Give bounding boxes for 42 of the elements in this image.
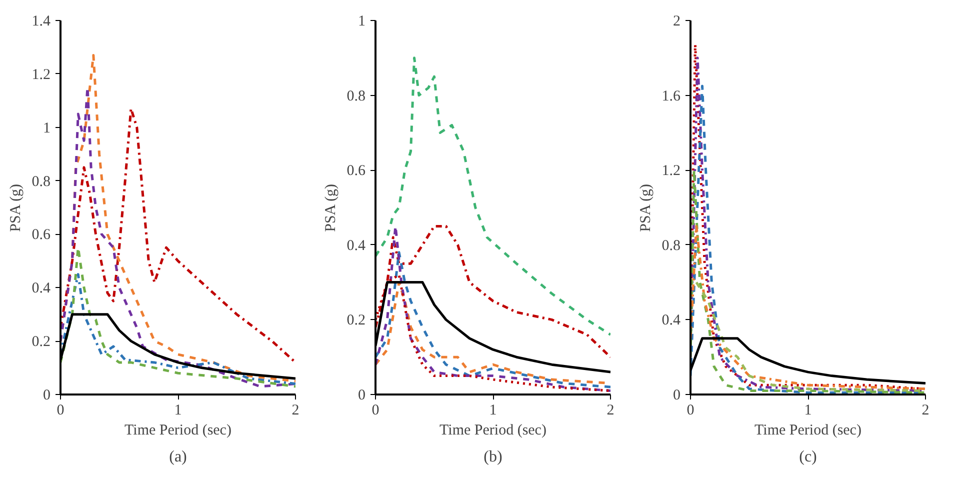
line-series <box>376 251 610 388</box>
y-tick-label: 0.6 <box>346 163 366 180</box>
y-axis-title: PSA (g) <box>638 184 654 232</box>
y-tick-label: 1.4 <box>32 14 51 30</box>
y-tick-label: 0.8 <box>32 174 50 190</box>
y-tick-label: 2 <box>673 14 680 30</box>
y-tick-label: 0.2 <box>32 334 50 350</box>
y-tick-label: 1.2 <box>32 66 50 83</box>
y-tick-label: 0.4 <box>32 280 51 297</box>
y-tick-label: 0.8 <box>662 238 680 254</box>
y-tick-label: 1 <box>358 14 366 30</box>
x-tick-label: 2 <box>292 402 300 418</box>
y-tick-label: 0.6 <box>32 227 51 244</box>
y-tick-label: 1 <box>43 120 50 136</box>
x-axis-title: Time Period (sec) <box>440 422 546 438</box>
y-tick-label: 0 <box>43 388 50 404</box>
line-series <box>60 273 296 386</box>
y-tick-label: 0.4 <box>346 238 366 254</box>
x-tick-label: 2 <box>606 402 614 418</box>
y-tick-label: 0.2 <box>346 312 366 329</box>
x-tick-label: 1 <box>489 402 497 418</box>
line-series <box>376 56 610 336</box>
y-tick-label: 1.6 <box>662 88 681 104</box>
x-axis-title: Time Period (sec) <box>124 422 232 438</box>
x-tick-label: 0 <box>686 402 694 418</box>
x-tick-label: 0 <box>56 402 64 418</box>
y-axis-title: PSA (g) <box>322 184 339 232</box>
x-tick-label: 1 <box>804 402 812 418</box>
line-series <box>690 224 926 390</box>
x-tick-label: 2 <box>922 402 930 418</box>
text: (c) <box>799 448 817 466</box>
x-axis-title: Time Period (sec) <box>754 422 862 438</box>
y-tick-label: 0.4 <box>662 312 681 329</box>
x-tick-label: 0 <box>372 402 380 418</box>
y-tick-label: 0 <box>358 388 366 404</box>
y-tick-label: 0.8 <box>346 88 366 104</box>
text: (b) <box>484 448 502 466</box>
x-tick-label: 1 <box>174 402 182 418</box>
y-tick-label: 1.2 <box>662 163 680 180</box>
y-axis-title: PSA (g) <box>8 184 24 232</box>
y-tick-label: 0 <box>673 388 680 404</box>
text: (a) <box>169 448 187 466</box>
